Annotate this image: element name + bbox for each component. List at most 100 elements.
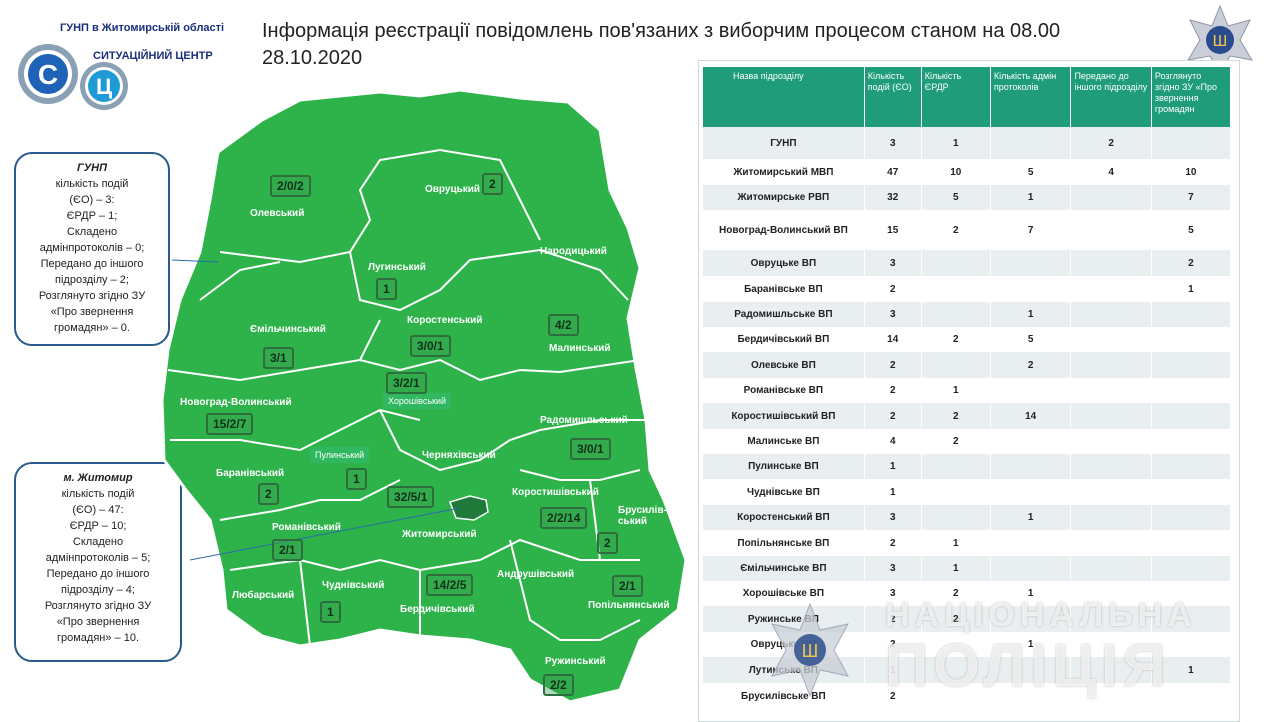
table-row: Овруцьке ВП 3 2 [703, 250, 1232, 276]
info-line: кількість подій [61, 488, 135, 500]
region-count: 2/2 [543, 674, 574, 696]
region-label: Андрушівський [497, 569, 575, 580]
table-row: Попільнянське ВП 2 1 [703, 530, 1232, 556]
region-label: Любарський [232, 590, 295, 601]
info-line: Передано до іншого [40, 258, 144, 270]
region-label: Черняхівський [422, 450, 496, 461]
svg-text:Ш: Ш [1213, 33, 1228, 50]
region-label: Лугинський [368, 262, 426, 273]
table-row: Радомишльське ВП 3 1 [703, 302, 1232, 327]
city-callout-line [189, 507, 461, 561]
region-label: Ємільчинський [250, 324, 326, 335]
region-label: Чуднівський [322, 580, 385, 591]
statistics-table-panel: Назва підрозділу Кількість подій (ЄО) Кі… [698, 60, 1240, 722]
col-header-unit: Назва підрозділу [703, 67, 865, 127]
region-count: 2 [597, 532, 618, 554]
table-row: Брусилівське ВП 2 [703, 683, 1232, 709]
table-row: Чуднівське ВП 1 [703, 479, 1232, 505]
info-line: (ЄО) – 3: [69, 194, 115, 206]
region-label: Овруцький [425, 184, 481, 195]
region-count: 4/2 [548, 314, 579, 336]
info-line: Передано до іншого [46, 568, 150, 580]
region-count: 2 [258, 483, 279, 505]
table-row: Житомирський МВП 47 10 5 4 10 [703, 159, 1232, 185]
region-label: Коростенський [407, 315, 483, 326]
info-line: громадян» – 10. [56, 632, 140, 644]
region-label: Новоград-Волинський [180, 397, 292, 408]
info-line: Розглянуто згідно ЗУ [44, 600, 152, 612]
region-count: 2/1 [272, 539, 303, 561]
col-header-reviewed: Розглянуто згідно ЗУ «Про звернення гром… [1151, 67, 1232, 127]
gunp-info-box: ГУНП кількість подій (ЄО) – 3: ЄРДР – 1;… [14, 152, 170, 346]
info-line: Розглянуто згідно ЗУ [38, 290, 146, 302]
police-star-emblem-icon: Ш [1187, 4, 1253, 76]
info-line: кількість подій [55, 178, 129, 190]
page-title: Інформація реєстрації повідомлень пов'яз… [262, 20, 1061, 69]
region-count: 2/2/14 [540, 507, 588, 529]
region-count: 3/1 [263, 347, 294, 369]
watermark-line2: ПОЛІЦІЯ [885, 632, 1171, 699]
info-line: Складено [66, 226, 118, 238]
table-row: Олевське ВП 2 2 [703, 352, 1232, 378]
region-label: Житомирський [402, 529, 477, 540]
info-line: адмінпротоколів – 0; [39, 242, 145, 254]
col-header-protocols: Кількість адмін протоколів [990, 67, 1072, 127]
unit-name: СИТУАЦІЙНИЙ ЦЕНТР [93, 50, 213, 62]
table-header-row: Назва підрозділу Кількість подій (ЄО) Кі… [703, 67, 1232, 127]
table-row: Хорошівське ВП 3 2 1 [703, 581, 1232, 606]
table-row: Малинське ВП 4 2 [703, 429, 1232, 454]
table-row: Бердичівський ВП 14 2 5 [703, 327, 1232, 352]
region-count: 3/0/1 [570, 438, 611, 460]
region-count: 1 [376, 278, 397, 300]
region-count: 2/1 [612, 575, 643, 597]
table-row: Новоград-Волинський ВП 15 2 7 5 [703, 210, 1232, 250]
col-header-events: Кількість подій (ЄО) [864, 67, 922, 127]
table-row: Ємільчинське ВП 3 1 [703, 556, 1232, 581]
region-label: Народицький [540, 246, 607, 257]
col-header-transferred: Передано до іншого підрозділу [1070, 67, 1152, 127]
gear-small-icon [80, 62, 128, 110]
region-count: 14/2/5 [426, 574, 474, 596]
svg-text:Ш: Ш [802, 641, 819, 661]
region-count: 3/2/1 [386, 372, 427, 394]
table-row: Житомирське РВП 32 5 1 7 [703, 185, 1232, 210]
national-police-watermark: НАЦІОНАЛЬНА ПОЛІЦІЯ [885, 596, 1197, 697]
region-label: Романівський [272, 522, 341, 533]
info-line: «Про звернення [56, 616, 140, 628]
info-line: адмінпротоколів – 5; [45, 552, 151, 564]
region-label: Баранівський [216, 468, 285, 479]
table-row: ГУНП 3 1 2 [703, 127, 1232, 159]
region-label: Малинський [549, 343, 611, 354]
logo-letter-ts: Ц [96, 74, 112, 99]
region-label: Брусилів-ський [618, 505, 667, 527]
region-count: 1 [346, 468, 367, 490]
region-label-highlighted: Хорошівський [383, 393, 451, 409]
table-row: Романівське ВП 2 1 [703, 378, 1232, 403]
region-label: Коростишівський [512, 487, 599, 498]
statistics-table: Назва підрозділу Кількість подій (ЄО) Кі… [703, 67, 1232, 709]
police-watermark-emblem-icon: Ш [771, 602, 849, 698]
table-row: Коростенський ВП 3 1 [703, 505, 1232, 530]
table-row: Пулинське ВП 1 [703, 454, 1232, 479]
info-box-heading: ГУНП [76, 162, 108, 174]
org-name: ГУНП в Житомирській області [60, 22, 225, 34]
logo-letter-c: С [38, 59, 58, 90]
info-line: громадян» – 0. [54, 322, 130, 334]
region-label-highlighted: Пулинський [310, 447, 370, 463]
table-row: Лутинське ВП11 [703, 657, 1232, 683]
region-label: Радомишльський [540, 415, 628, 426]
region-label: Попільнянський [588, 600, 670, 611]
table-row: Баранівське ВП 2 1 [703, 276, 1232, 302]
info-line: підрозділу – 2; [55, 274, 129, 286]
gear-icon [18, 44, 78, 104]
region-count: 1 [320, 601, 341, 623]
gunp-callout-line [171, 259, 219, 263]
zhytomyr-city-info-box: м. Житомир кількість подій (ЄО) – 47: ЄР… [14, 462, 182, 662]
region-count: 3/0/1 [410, 335, 451, 357]
region-label: Ружинський [545, 656, 606, 667]
situation-center-logo: С Ц [18, 44, 128, 110]
region-label: Олевський [250, 208, 305, 219]
region-count: 2/0/2 [270, 175, 311, 197]
col-header-erdr: Кількість ЄРДР [921, 67, 991, 127]
